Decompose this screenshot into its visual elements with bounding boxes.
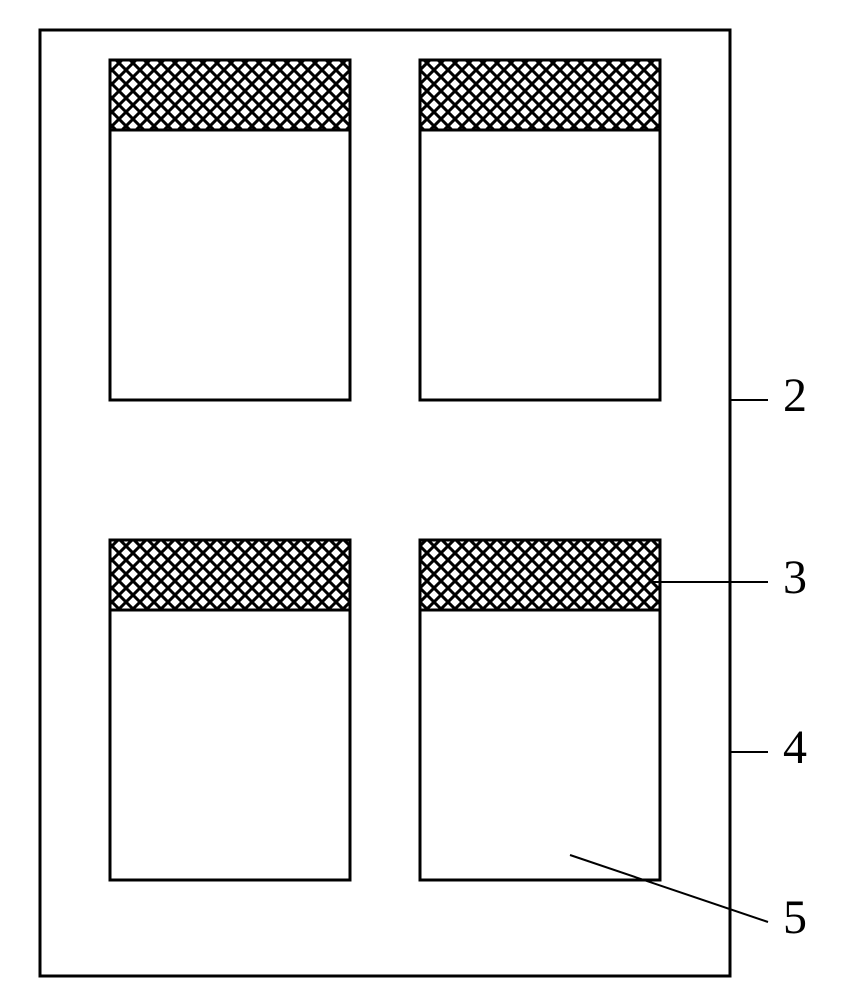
hatch-region-1 — [420, 60, 660, 130]
label-4: 4 — [783, 721, 807, 774]
box-region-3 — [420, 610, 660, 880]
hatch-region-3 — [420, 540, 660, 610]
hatch-region-2 — [110, 540, 350, 610]
box-region-1 — [420, 130, 660, 400]
box-region-2 — [110, 610, 350, 880]
label-3: 3 — [783, 551, 807, 604]
label-5: 5 — [783, 891, 807, 944]
hatch-region-0 — [110, 60, 350, 130]
diagram-svg: 2 3 4 5 — [0, 0, 852, 1000]
leader-line-5 — [570, 855, 768, 922]
label-2: 2 — [783, 369, 807, 422]
box-region-0 — [110, 130, 350, 400]
